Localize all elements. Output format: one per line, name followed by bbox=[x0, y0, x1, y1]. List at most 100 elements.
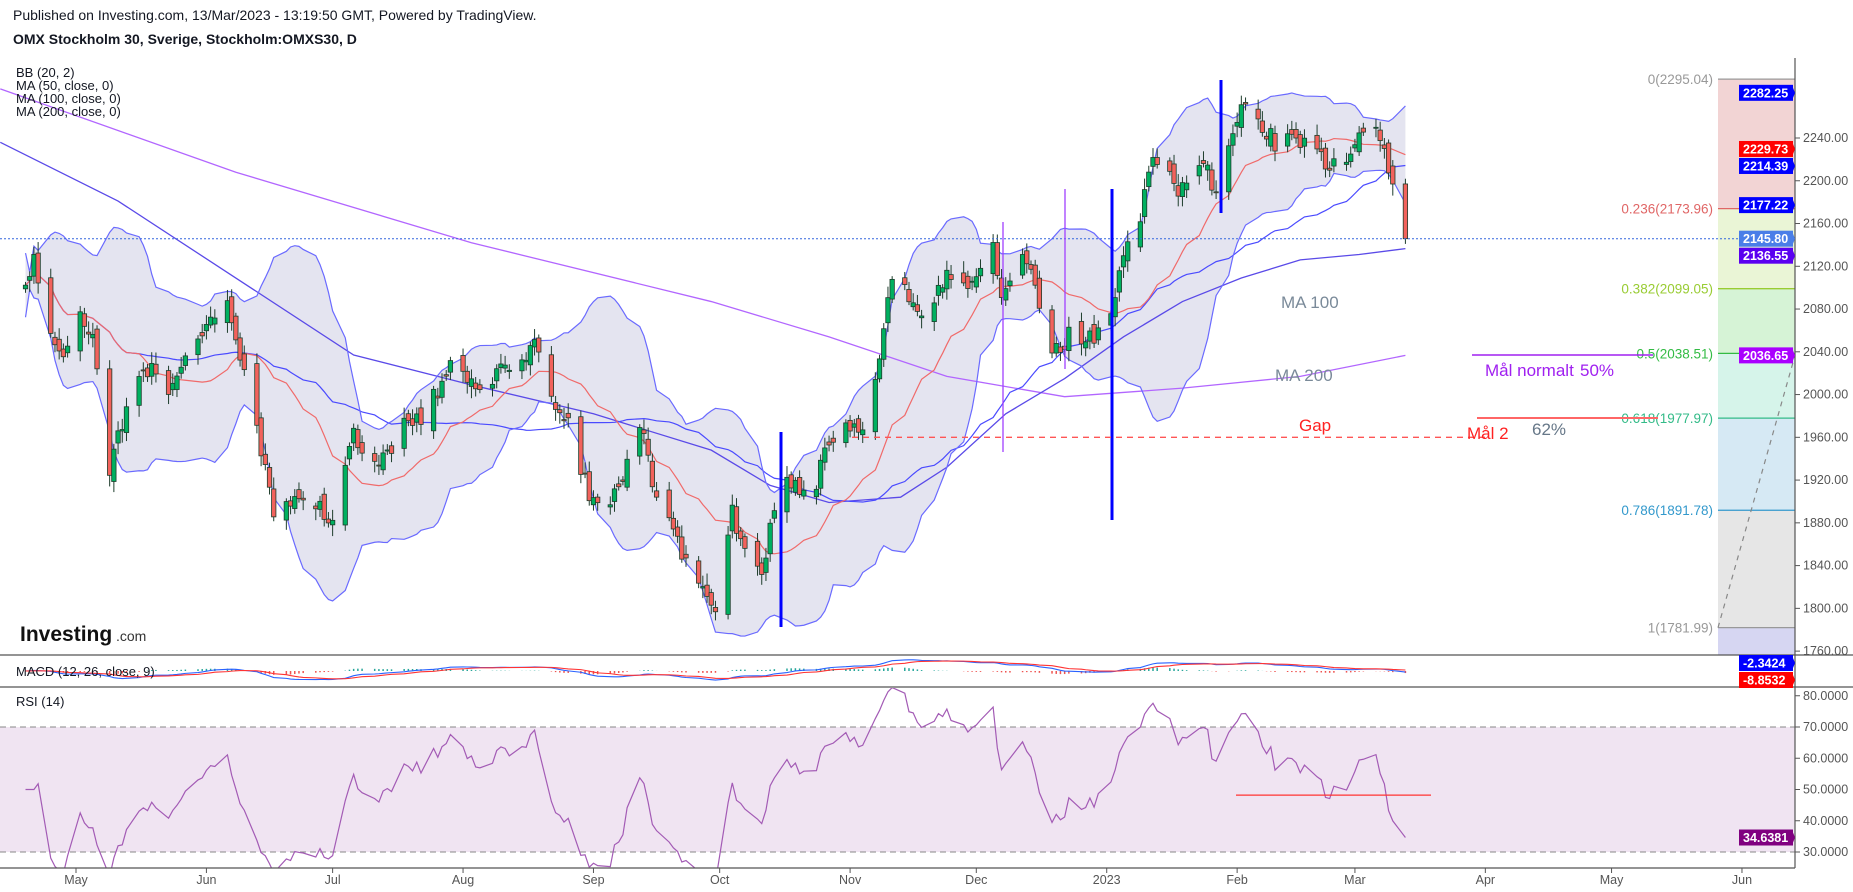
candle[interactable] bbox=[977, 259, 984, 283]
legend-bb[interactable]: BB (20, 2) bbox=[16, 65, 75, 80]
candle[interactable] bbox=[1314, 124, 1320, 155]
candle[interactable] bbox=[330, 509, 336, 537]
candle[interactable] bbox=[447, 356, 454, 381]
candle[interactable] bbox=[948, 265, 954, 289]
candle[interactable] bbox=[1360, 122, 1366, 136]
candle[interactable] bbox=[641, 419, 647, 445]
legend-ma200[interactable]: MA (200, close, 0) bbox=[16, 104, 121, 119]
candle[interactable] bbox=[708, 588, 714, 615]
candle[interactable] bbox=[388, 441, 395, 463]
candle[interactable] bbox=[771, 502, 777, 524]
candle[interactable] bbox=[1390, 160, 1396, 196]
candle[interactable] bbox=[1230, 124, 1236, 157]
candle[interactable] bbox=[464, 365, 470, 394]
candle[interactable] bbox=[346, 442, 353, 466]
candle[interactable] bbox=[1238, 95, 1244, 137]
candle[interactable] bbox=[94, 325, 100, 375]
candle[interactable] bbox=[443, 370, 449, 381]
candle[interactable] bbox=[881, 323, 887, 367]
candle[interactable] bbox=[1200, 151, 1207, 168]
candle[interactable] bbox=[321, 487, 327, 527]
candle[interactable] bbox=[738, 527, 744, 547]
candle[interactable] bbox=[64, 335, 71, 358]
candle[interactable] bbox=[506, 364, 512, 379]
candle[interactable] bbox=[1356, 126, 1362, 156]
candle[interactable] bbox=[813, 485, 820, 505]
candle[interactable] bbox=[1019, 248, 1026, 279]
candle[interactable] bbox=[1083, 336, 1089, 357]
candle[interactable] bbox=[1226, 138, 1232, 200]
candle[interactable] bbox=[1385, 139, 1392, 180]
candle[interactable] bbox=[830, 430, 836, 452]
candle[interactable] bbox=[607, 496, 613, 515]
legend-macd[interactable]: MACD (12, 26, close, 9) bbox=[16, 664, 155, 679]
legend-rsi[interactable]: RSI (14) bbox=[16, 694, 64, 709]
candle[interactable] bbox=[372, 446, 378, 473]
candle[interactable] bbox=[229, 289, 235, 331]
candle[interactable] bbox=[733, 498, 740, 542]
candle[interactable] bbox=[81, 307, 88, 339]
candle[interactable] bbox=[1036, 270, 1043, 314]
candle[interactable] bbox=[1242, 97, 1249, 111]
candle[interactable] bbox=[107, 360, 113, 487]
candle[interactable] bbox=[578, 410, 584, 484]
candle[interactable] bbox=[111, 443, 117, 493]
candle[interactable] bbox=[182, 352, 188, 371]
candle[interactable] bbox=[1327, 161, 1333, 178]
candle[interactable] bbox=[696, 556, 702, 589]
candle[interactable] bbox=[178, 356, 184, 379]
price-pane[interactable] bbox=[0, 88, 1795, 637]
candle[interactable] bbox=[536, 334, 542, 363]
candle[interactable] bbox=[1141, 178, 1148, 224]
candle[interactable] bbox=[300, 491, 306, 511]
candle[interactable] bbox=[1285, 124, 1291, 153]
candle[interactable] bbox=[266, 462, 273, 495]
candle[interactable] bbox=[195, 335, 201, 365]
candle[interactable] bbox=[822, 437, 828, 471]
candle[interactable] bbox=[586, 461, 592, 506]
candle[interactable] bbox=[283, 498, 289, 530]
candle[interactable] bbox=[123, 397, 130, 442]
candle[interactable] bbox=[767, 518, 773, 562]
candle[interactable] bbox=[296, 482, 302, 503]
candle[interactable] bbox=[1377, 121, 1383, 152]
candle[interactable] bbox=[342, 456, 348, 531]
candle[interactable] bbox=[494, 364, 500, 389]
candle[interactable] bbox=[1125, 230, 1131, 272]
candle[interactable] bbox=[611, 484, 618, 512]
candle[interactable] bbox=[860, 421, 866, 444]
candle[interactable] bbox=[430, 385, 437, 439]
candle[interactable] bbox=[645, 427, 651, 462]
candle[interactable] bbox=[262, 443, 268, 471]
candle[interactable] bbox=[1272, 125, 1278, 162]
candle[interactable] bbox=[670, 511, 676, 537]
candle[interactable] bbox=[675, 520, 681, 543]
candle[interactable] bbox=[557, 404, 563, 424]
candle[interactable] bbox=[561, 407, 567, 429]
fib-trend-line[interactable] bbox=[1717, 355, 1796, 628]
candle[interactable] bbox=[355, 424, 361, 455]
candle[interactable] bbox=[994, 234, 1000, 280]
candle[interactable] bbox=[683, 545, 689, 567]
candle[interactable] bbox=[1146, 165, 1152, 192]
fibonacci-retracement[interactable]: 0(2295.04) 0.236(2173.96) 0.382(2099.05) 0.… bbox=[1621, 72, 1796, 655]
candle[interactable] bbox=[359, 435, 365, 462]
candle[interactable] bbox=[27, 271, 33, 292]
candle[interactable] bbox=[725, 526, 731, 620]
candle[interactable] bbox=[914, 294, 921, 317]
candle[interactable] bbox=[797, 470, 803, 499]
candle[interactable] bbox=[1116, 266, 1122, 302]
candle[interactable] bbox=[940, 284, 946, 299]
candle[interactable] bbox=[754, 533, 761, 576]
candle[interactable] bbox=[401, 407, 407, 457]
candle[interactable] bbox=[203, 315, 210, 340]
candle[interactable] bbox=[876, 354, 883, 383]
candle[interactable] bbox=[919, 309, 925, 329]
candle[interactable] bbox=[818, 454, 824, 496]
candle[interactable] bbox=[1402, 178, 1409, 244]
candle[interactable] bbox=[380, 444, 386, 475]
candle[interactable] bbox=[973, 268, 979, 293]
candle[interactable] bbox=[1209, 162, 1215, 196]
candle[interactable] bbox=[595, 493, 601, 511]
